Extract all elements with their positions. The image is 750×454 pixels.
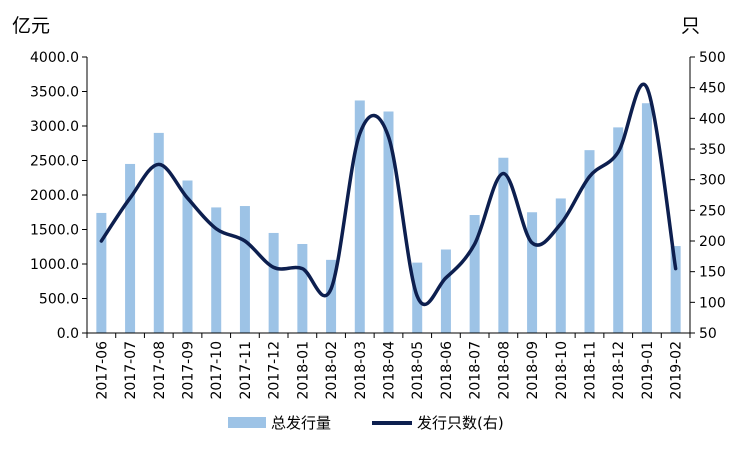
left-tick-label: 0.0 (57, 326, 79, 342)
right-tick-label: 450 (699, 81, 726, 97)
x-tick-label-2018-02: 2018-02 (324, 341, 340, 400)
bar-2018-09 (527, 212, 538, 333)
bar-2018-12 (613, 127, 624, 333)
bar-2018-08 (498, 157, 509, 333)
x-tick-label-2018-11: 2018-11 (583, 341, 599, 400)
x-tick-label-2018-10: 2018-10 (554, 341, 570, 400)
bar-2018-01 (297, 243, 308, 333)
x-tick-label-2018-04: 2018-04 (382, 341, 398, 400)
right-tick-label: 100 (699, 295, 726, 311)
x-tick-label-2017-12: 2017-12 (267, 341, 283, 400)
bar-2017-12 (268, 232, 279, 333)
x-tick-label-2017-09: 2017-09 (181, 341, 197, 400)
bar-2017-06 (96, 212, 107, 333)
x-tick-label-2018-06: 2018-06 (439, 341, 455, 400)
issue-count-line (99, 82, 678, 307)
bar-2017-11 (239, 206, 250, 333)
right-tick-label: 250 (699, 203, 726, 219)
bar-2018-07 (469, 215, 480, 333)
left-tick-label: 2000.0 (30, 188, 79, 204)
bar-2019-01 (641, 103, 652, 333)
x-tick-label-2018-08: 2018-08 (496, 341, 512, 400)
x-tick-label-2017-06: 2017-06 (94, 341, 110, 400)
legend-bar-swatch (228, 417, 266, 428)
bar-2019-02 (670, 246, 681, 333)
legend: 总发行量 发行只数(右) (228, 414, 504, 432)
bar-2017-08 (153, 132, 164, 333)
x-tick-label-2017-10: 2017-10 (209, 341, 225, 400)
x-tick-label-2019-01: 2019-01 (640, 341, 656, 400)
legend-line-label: 发行只数(右) (417, 414, 504, 432)
bar-2018-06 (440, 249, 451, 333)
bar-2018-03 (354, 100, 365, 333)
left-tick-label: 1000.0 (30, 257, 79, 273)
bar-2017-09 (182, 180, 193, 333)
right-tick-label: 200 (699, 234, 726, 250)
right-tick-label: 400 (699, 111, 726, 127)
bar-2018-02 (326, 259, 337, 333)
x-tick-label-2018-01: 2018-01 (295, 341, 311, 400)
left-tick-label: 3500.0 (30, 85, 79, 101)
x-tick-label-2017-08: 2017-08 (152, 341, 168, 400)
legend-bar-label: 总发行量 (271, 414, 331, 432)
bar-2018-10 (555, 198, 566, 333)
bar-2017-07 (125, 163, 136, 333)
left-tick-label: 2500.0 (30, 154, 79, 170)
bar-2018-04 (383, 111, 394, 333)
right-tick-label: 500 (699, 50, 726, 66)
line-group (99, 82, 678, 307)
x-tick-label-2019-02: 2019-02 (669, 341, 685, 400)
bar-2018-11 (584, 150, 595, 333)
x-tick-label-2018-03: 2018-03 (353, 341, 369, 400)
x-tick-label-2017-11: 2017-11 (238, 341, 254, 400)
x-tick-label-2018-12: 2018-12 (611, 341, 627, 400)
right-tick-label: 300 (699, 173, 726, 189)
left-tick-label: 500.0 (39, 292, 79, 308)
left-tick-label: 1500.0 (30, 223, 79, 239)
left-axis-unit: 亿元 (12, 15, 50, 37)
left-tick-label: 4000.0 (30, 50, 79, 66)
x-tick-label-2018-09: 2018-09 (525, 341, 541, 400)
right-tick-label: 150 (699, 265, 726, 281)
right-tick-label: 350 (699, 142, 726, 158)
right-tick-label: 50 (699, 326, 717, 342)
left-tick-label: 3000.0 (30, 119, 79, 135)
bar-2017-10 (211, 207, 222, 333)
right-axis-unit: 只 (681, 15, 700, 37)
x-tick-label-2018-07: 2018-07 (468, 341, 484, 400)
x-tick-label-2017-07: 2017-07 (123, 341, 139, 400)
x-tick-label-2018-05: 2018-05 (410, 341, 426, 400)
bars-group (96, 100, 681, 333)
labels-group: 0.0 500.0 1000.0 1500.0 2000.0 2500.0 3000.0 35… (30, 50, 726, 400)
axes-group (82, 56, 695, 338)
